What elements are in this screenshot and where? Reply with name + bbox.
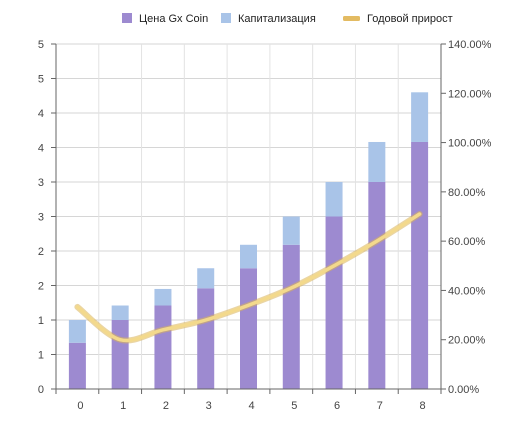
left-tick-label: 3 xyxy=(38,212,44,224)
bar-capitalization xyxy=(240,244,257,269)
right-tick-label: 60.00% xyxy=(448,236,486,248)
left-tick-label: 3 xyxy=(38,177,44,189)
bar-capitalization xyxy=(68,320,86,343)
right-tick-label: 100.00% xyxy=(448,138,492,150)
bar-capitalization xyxy=(411,92,429,142)
left-tick-label: 1 xyxy=(38,350,44,362)
right-tick-label: 40.00% xyxy=(448,285,486,297)
x-tick-label: 1 xyxy=(120,400,126,412)
left-tick-label: 4 xyxy=(38,108,44,120)
bar-price xyxy=(68,342,86,389)
bar-price xyxy=(111,320,129,389)
right-tick-label: 120.00% xyxy=(448,88,492,100)
bar-capitalization xyxy=(325,182,343,217)
x-tick-label: 3 xyxy=(206,400,212,412)
left-tick-label: 0 xyxy=(38,384,44,396)
bars xyxy=(68,92,429,389)
bar-price xyxy=(154,305,172,389)
bar-price xyxy=(197,288,215,389)
bar-capitalization xyxy=(282,216,300,245)
bar-price xyxy=(240,268,257,389)
x-tick-label: 8 xyxy=(420,400,426,412)
left-tick-label: 5 xyxy=(38,39,44,51)
x-tick-label: 0 xyxy=(77,400,83,412)
axes xyxy=(51,43,446,394)
right-tick-label: 20.00% xyxy=(448,335,486,347)
bar-price xyxy=(325,216,343,389)
x-tick-label: 4 xyxy=(248,400,254,412)
x-tick-label: 2 xyxy=(163,400,169,412)
growth-line xyxy=(74,211,423,344)
bar-capitalization xyxy=(197,268,215,289)
x-tick-label: 5 xyxy=(291,400,297,412)
bar-price xyxy=(368,182,386,389)
right-tick-label: 0.00% xyxy=(448,384,479,396)
left-tick-label: 5 xyxy=(38,74,44,86)
legend-label: Годовой прирост xyxy=(367,13,453,25)
legend-label: Капитализация xyxy=(238,13,316,25)
bar-capitalization xyxy=(111,305,129,320)
right-tick-label: 140.00% xyxy=(448,39,492,51)
left-tick-label: 2 xyxy=(38,281,44,293)
bar-capitalization xyxy=(154,288,172,306)
left-tick-label: 4 xyxy=(38,143,44,155)
legend: Цена Gx Coin Капитализация Годовой прирост xyxy=(122,13,453,25)
bar-price xyxy=(282,244,300,389)
x-axis-ticks: 0 1 2 3 4 5 6 7 8 xyxy=(77,400,425,412)
legend-label: Цена Gx Coin xyxy=(139,13,208,25)
left-tick-label: 1 xyxy=(38,315,44,327)
right-tick-label: 80.00% xyxy=(448,187,486,199)
right-axis-ticks: 0.00% 20.00% 40.00% 60.00% 80.00% 100.00% 120.… xyxy=(448,39,492,396)
left-tick-label: 2 xyxy=(38,246,44,258)
bar-price xyxy=(411,141,429,389)
left-axis-ticks: 0 1 1 2 2 3 3 4 4 5 5 xyxy=(38,39,44,396)
legend-swatch-growth xyxy=(343,16,360,21)
legend-swatch-capitalization xyxy=(221,13,231,23)
x-tick-label: 6 xyxy=(334,400,340,412)
legend-swatch-price xyxy=(122,13,132,23)
x-tick-label: 7 xyxy=(377,400,383,412)
bar-capitalization xyxy=(368,141,386,182)
